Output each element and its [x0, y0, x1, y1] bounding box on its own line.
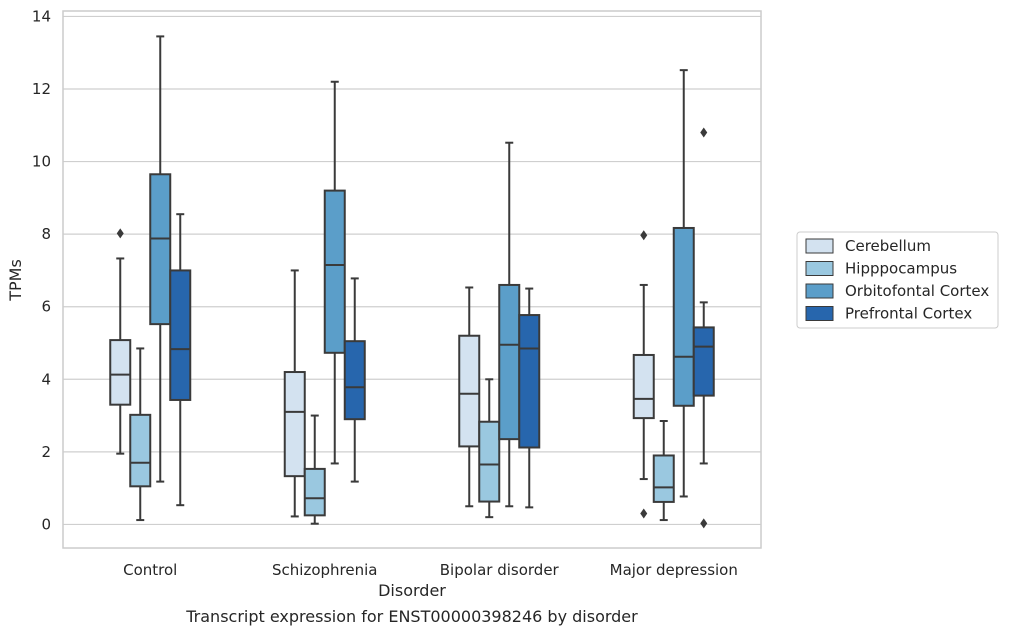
legend-frame [796, 231, 999, 329]
legend-label: Orbitofontal Cortex [845, 282, 989, 300]
box-body [169, 269, 192, 401]
x-tick-label-control: Control [123, 561, 177, 579]
y-tick-label-8: 8 [41, 225, 51, 243]
y-tick-label-0: 0 [41, 515, 51, 533]
box-2-3 [672, 69, 695, 498]
series-prefrontal-cortex [169, 127, 715, 529]
legend-swatch [805, 283, 834, 299]
box-body [109, 339, 132, 406]
box-2-0 [149, 35, 172, 483]
legend-item-hipppocampus: Hipppocampus [805, 260, 957, 278]
x-axis-label: Disorder [378, 581, 446, 600]
y-axis-ticks: 0 2 4 6 8 10 12 14 [32, 7, 51, 533]
plot-area-frame [62, 10, 762, 549]
legend-item-prefrontal-cortex: Prefrontal Cortex [805, 305, 972, 323]
y-tick-label-14: 14 [32, 7, 51, 25]
box-plot-series [109, 35, 715, 529]
series-cerebellum [109, 228, 655, 519]
box-body [478, 420, 501, 503]
box-body [283, 371, 306, 478]
legend-item-cerebellum: Cerebellum [805, 237, 931, 255]
box-body [149, 173, 172, 326]
box-body [498, 283, 521, 441]
box-body [518, 314, 541, 449]
box-0-1 [283, 269, 306, 518]
outlier-point [640, 230, 648, 241]
box-1-3 [652, 420, 675, 522]
chart-caption: Transcript expression for ENST0000039824… [185, 607, 638, 626]
box-body [632, 353, 655, 420]
y-tick-label-12: 12 [32, 80, 51, 98]
box-3-0 [169, 213, 192, 507]
box-body [129, 413, 152, 488]
box-3-1 [343, 277, 366, 483]
legend-label: Cerebellum [845, 237, 931, 255]
outlier-point [640, 508, 648, 519]
y-tick-label-6: 6 [41, 298, 51, 316]
legend-label: Prefrontal Cortex [845, 305, 972, 323]
legend-label: Hipppocampus [845, 260, 957, 278]
outlier-point [700, 518, 708, 529]
y-axis-label: TPMs [6, 259, 25, 302]
x-tick-label-bipolar-disorder: Bipolar disorder [440, 561, 560, 579]
box-0-0 [109, 228, 132, 455]
x-axis-ticks: Control Schizophrenia Bipolar disorder Majo… [123, 561, 738, 579]
legend-items: Cerebellum Hipppocampus Orbitofontal Corte… [805, 237, 989, 323]
box-body [323, 189, 346, 354]
outlier-point [700, 127, 708, 138]
box-1-1 [303, 414, 326, 525]
box-2-1 [323, 80, 346, 465]
box-0-3 [632, 230, 655, 519]
outlier-point [116, 228, 124, 239]
box-body [672, 226, 695, 407]
box-0-2 [458, 286, 481, 508]
box-3-3 [692, 127, 715, 529]
y-tick-label-10: 10 [32, 153, 51, 171]
y-tick-label-4: 4 [41, 370, 51, 388]
legend-swatch [805, 238, 834, 254]
y-tick-label-2: 2 [41, 443, 51, 461]
legend-item-orbitofontal-cortex: Orbitofontal Cortex [805, 282, 989, 300]
box-1-0 [129, 347, 152, 522]
legend: Cerebellum Hipppocampus Orbitofontal Corte… [796, 231, 999, 329]
legend-swatch [805, 261, 834, 276]
box-body [303, 467, 326, 517]
box-body [343, 340, 366, 421]
box-3-2 [518, 287, 541, 509]
box-body [652, 454, 675, 503]
legend-swatch [805, 306, 834, 321]
box-body [692, 326, 715, 397]
series-orbitofontal-cortex [149, 35, 695, 508]
box-body [458, 334, 481, 448]
series-hipppocampus [129, 347, 675, 525]
x-tick-label-major-depression: Major depression [610, 561, 738, 579]
box-1-2 [478, 378, 501, 519]
x-tick-label-schizophrenia: Schizophrenia [272, 561, 377, 579]
